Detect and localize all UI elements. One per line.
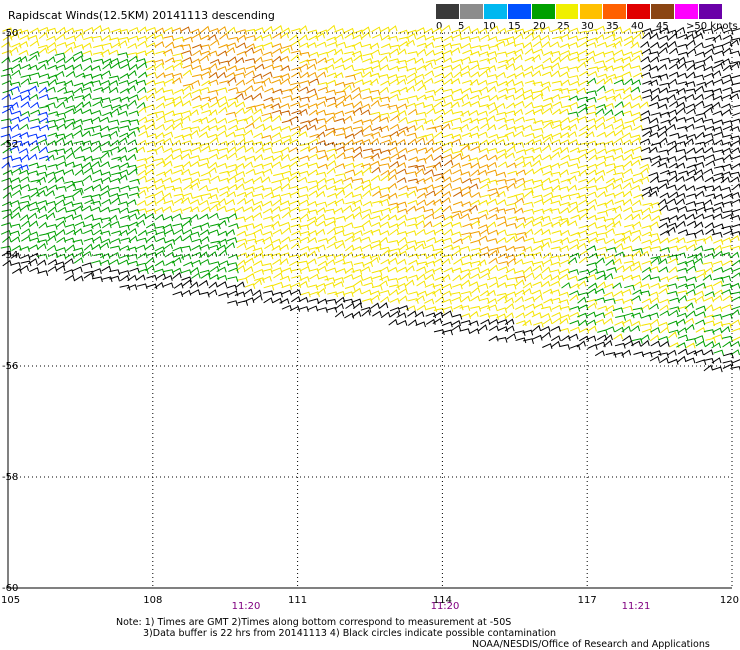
longitude-label: 117 [578, 595, 597, 606]
legend-label: 40 [631, 21, 644, 32]
legend-label: 45 [656, 21, 669, 32]
legend-swatch [675, 4, 700, 19]
figure-title: Rapidscat Winds(12.5KM) 20141113 descend… [8, 9, 275, 22]
time-label: 11:20 [431, 601, 460, 612]
legend-label: 15 [508, 21, 521, 32]
legend-swatch [436, 4, 460, 19]
latitude-label: -50 [2, 28, 18, 39]
legend-label: >50 knots [686, 21, 738, 32]
legend-label: 25 [557, 21, 570, 32]
longitude-label: 105 [1, 595, 20, 606]
legend-swatch [507, 4, 532, 19]
legend-swatch [627, 4, 652, 19]
figure-notes: Note: 1) Times are GMT 2)Times along bot… [116, 617, 556, 639]
wind-barbs-group [1, 24, 740, 349]
legend-label: 5 [458, 21, 465, 32]
latitude-label: -52 [2, 139, 18, 150]
credit-line: NOAA/NESDIS/Office of Research and Appli… [472, 639, 710, 650]
legend-swatch [555, 4, 580, 19]
legend-label: 30 [581, 21, 594, 32]
time-label: 11:21 [622, 601, 651, 612]
longitude-label: 120 [720, 595, 739, 606]
legend-swatch [651, 4, 676, 19]
wind-barbs-group [153, 25, 528, 282]
longitude-label: 108 [143, 595, 162, 606]
legend-swatch [603, 4, 628, 19]
wind-barbs-group [0, 85, 50, 171]
legend-swatch [459, 4, 484, 19]
legend-label: 0 [436, 21, 443, 32]
note-line-1: Note: 1) Times are GMT 2)Times along bot… [116, 617, 512, 628]
axis-labels: 105 108 111 114 117 120 -50 -52 -54 -56 -58 -60 11:2… [1, 28, 739, 612]
longitude-label: 114 [433, 595, 452, 606]
legend-swatch [483, 4, 508, 19]
wind-barbs-group [0, 50, 740, 356]
legend-swatch [579, 4, 604, 19]
note-line-2: 3)Data buffer is 22 hrs from 20141113 4)… [143, 628, 557, 639]
lat-lon-grid [7, 32, 733, 589]
latitude-label: -58 [2, 472, 18, 483]
legend-label: 35 [606, 21, 619, 32]
latitude-label: -56 [2, 361, 18, 372]
wind-barbs-group [180, 26, 479, 212]
latitude-label: -54 [2, 250, 18, 261]
legend-swatch [699, 4, 723, 19]
time-label: 11:20 [232, 601, 261, 612]
legend-swatch [531, 4, 556, 19]
longitude-label: 111 [288, 595, 307, 606]
wind-barbs-layer [0, 24, 740, 373]
wind-speed-legend: 0 5 10 15 20 25 30 35 40 45 >50 knots [436, 4, 738, 34]
wind-barbs-group [1, 25, 740, 373]
latitude-label: -60 [2, 583, 18, 594]
legend-label: 10 [483, 21, 496, 32]
legend-label: 20 [533, 21, 546, 32]
